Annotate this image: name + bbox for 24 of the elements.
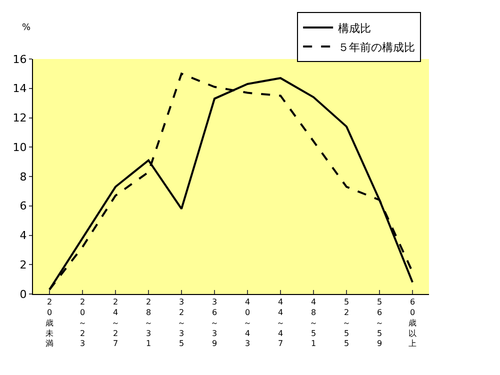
y-tick-label: 8 bbox=[20, 170, 27, 184]
x-tick-label: 24～27 bbox=[112, 298, 120, 348]
y-tick-label: 12 bbox=[12, 112, 27, 125]
y-tick-label: 16 bbox=[12, 52, 27, 66]
y-tick-label: 6 bbox=[20, 200, 27, 213]
x-tick-label: 20～23 bbox=[78, 298, 86, 348]
x-tick-label: 36～39 bbox=[210, 298, 218, 348]
y-tick-label: 10 bbox=[12, 140, 27, 154]
y-tick-label: 0 bbox=[20, 288, 27, 301]
x-tick-label: 40～43 bbox=[244, 298, 252, 348]
x-tick-label: 28～31 bbox=[144, 298, 152, 348]
x-tick-label: 48～51 bbox=[310, 298, 318, 348]
legend-label: ５年前の構成比 bbox=[338, 40, 416, 54]
x-tick-label: 56～59 bbox=[376, 298, 384, 348]
y-tick-label: 4 bbox=[20, 229, 27, 242]
y-axis-title: % bbox=[22, 23, 31, 33]
y-tick-label: 14 bbox=[12, 82, 27, 96]
x-tick-label: 32～35 bbox=[178, 298, 186, 348]
x-tick-label: 20歳未満 bbox=[46, 298, 54, 348]
legend-label: 構成比 bbox=[338, 22, 372, 35]
x-tick-label: 52～55 bbox=[342, 298, 350, 348]
y-tick-label: 2 bbox=[20, 258, 27, 272]
x-tick-label: 44～47 bbox=[276, 298, 284, 348]
x-tick-label: 60歳以上 bbox=[408, 298, 416, 348]
